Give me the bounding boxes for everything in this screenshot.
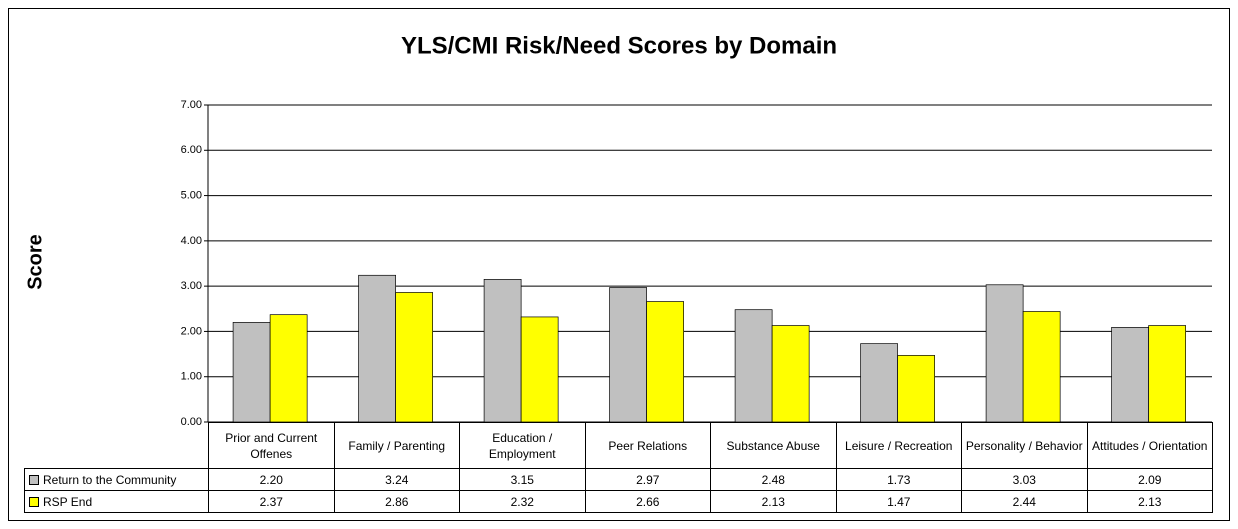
data-label-text: 2.66 [636,494,660,509]
data-label-text: 2.13 [1138,494,1162,509]
bar [985,284,1024,423]
x-tick-label: Education / Employment [459,422,586,469]
chart-title: YLS/CMI Risk/Need Scores by Domain [401,32,837,59]
data-label: 2.97 [584,468,711,491]
data-label: 3.24 [333,468,460,491]
x-tick-label-text: Attitudes / Orientation [1092,438,1208,453]
y-tick-label: 5.00 [181,189,202,201]
bar [358,274,396,423]
bar [1111,327,1149,423]
x-tick-label-text: Leisure / Recreation [845,438,953,453]
bar [771,325,810,423]
x-tick-label: Substance Abuse [710,422,837,469]
data-label: 2.20 [208,468,335,491]
data-label: 2.48 [710,468,837,491]
y-tick-label: 1.00 [181,371,202,383]
x-tick-label-text: Personality / Behavior [965,438,1083,453]
data-label: 3.03 [961,468,1088,491]
data-label-text: 2.44 [1012,494,1036,509]
bar [609,287,647,423]
data-label: 2.32 [459,490,586,513]
bar [860,343,898,423]
x-tick-label: Attitudes / Orientation [1086,422,1213,469]
data-label-text: 1.73 [887,472,911,487]
bar [520,316,559,423]
data-label-text: 2.32 [510,494,534,509]
x-tick-label-text: Family / Parenting [348,438,446,453]
data-label: 2.86 [333,490,460,513]
bar [232,322,271,423]
data-label: 2.37 [208,490,335,513]
legend-label: RSP End [43,494,93,509]
bar [646,301,684,423]
y-tick-label: 4.00 [181,235,202,247]
legend-entry: RSP End [24,490,209,513]
y-axis-label: Score [24,234,46,290]
bar [1148,325,1186,423]
bar [1022,311,1061,423]
y-tick-label: 0.00 [181,416,202,428]
x-tick-label: Leisure / Recreation [835,422,962,469]
bar [269,314,308,423]
x-tick-label-text: Peer Relations [608,438,688,453]
x-tick-label: Prior and Current Offenes [208,422,335,469]
data-label: 1.73 [835,468,962,491]
data-label-text: 2.13 [761,494,785,509]
legend-label: Return to the Community [43,472,177,487]
data-label: 2.66 [584,490,711,513]
bar [483,279,522,423]
y-tick-label: 7.00 [181,99,202,111]
x-tick-label: Peer Relations [584,422,711,469]
data-label-text: 2.20 [259,472,283,487]
data-label-text: 3.15 [510,472,534,487]
x-tick-label: Family / Parenting [333,422,460,469]
x-tick-label: Personality / Behavior [961,422,1088,469]
legend-entry: Return to the Community [24,468,209,491]
data-label-text: 1.47 [887,494,911,509]
data-label-text: 3.03 [1012,472,1036,487]
data-label-text: 2.48 [761,472,785,487]
data-label-text: 2.37 [259,494,283,509]
legend-swatch [29,474,39,485]
y-tick-label: 6.00 [181,144,202,156]
legend-swatch [29,496,39,507]
data-label: 2.13 [1086,490,1213,513]
y-tick-label: 2.00 [181,325,202,337]
x-tick-label-text: Education / Employment [488,430,556,461]
y-tick-label: 3.00 [181,280,202,292]
bar [897,355,935,423]
data-label: 3.15 [459,468,586,491]
x-tick-label-text: Substance Abuse [726,438,820,453]
data-label-text: 3.24 [385,472,409,487]
bar [734,309,773,423]
bar [395,292,433,423]
data-label-text: 2.09 [1138,472,1162,487]
data-label-text: 2.86 [385,494,409,509]
data-label: 2.13 [710,490,837,513]
x-tick-label-text: Prior and Current Offenes [225,430,318,461]
data-label: 2.44 [961,490,1088,513]
data-label: 1.47 [835,490,962,513]
data-label: 2.09 [1086,468,1213,491]
data-label-text: 2.97 [636,472,660,487]
